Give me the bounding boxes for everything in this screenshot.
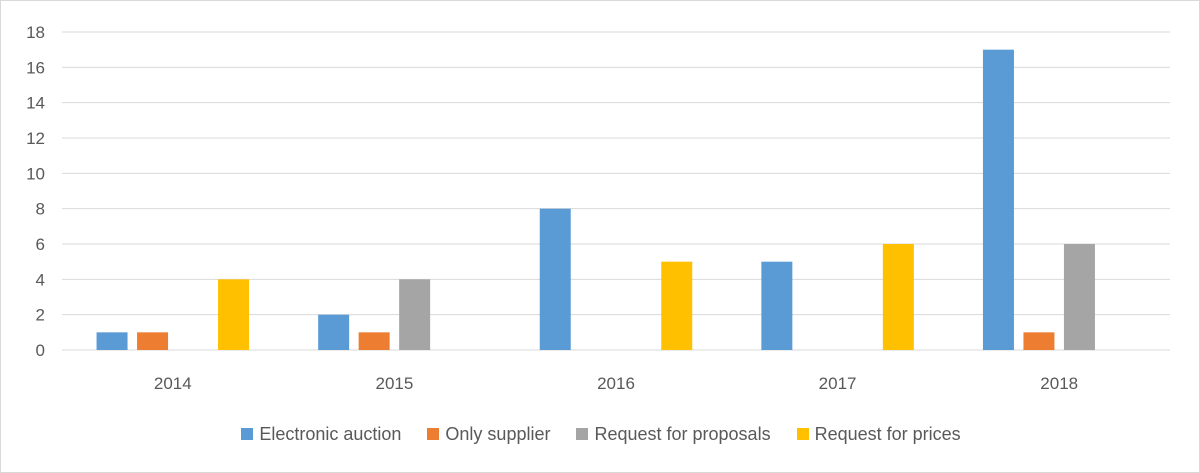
bar-only-supplier-2018 (1023, 332, 1055, 350)
bar-only-supplier-2015 (358, 332, 390, 350)
y-tick-label-2: 2 (36, 306, 45, 325)
x-tick-label-2014: 2014 (154, 374, 192, 393)
legend-item-request-for-prices: Request for prices (796, 423, 961, 445)
bar-request-for-prices-2014 (218, 279, 250, 350)
legend-item-only-supplier: Only supplier (427, 424, 550, 445)
legend: Electronic auction Only supplier Request… (1, 422, 1200, 446)
legend-label-request-for-prices: Request for prices (814, 423, 961, 444)
x-tick-label-2015: 2015 (375, 374, 413, 393)
bar-request-for-proposals-2015 (399, 279, 431, 350)
bar-electronic-auction-2018 (982, 49, 1014, 351)
bar-electronic-auction-2015 (318, 314, 350, 350)
legend-label-electronic-auction: Electronic auction (259, 423, 402, 444)
y-axis: 0 2 4 6 8 10 12 14 16 18 (26, 23, 45, 360)
legend-swatch-request-for-proposals (576, 428, 589, 440)
bar-request-for-prices-2017 (882, 244, 914, 350)
y-tick-label-18: 18 (26, 23, 45, 42)
legend-label-request-for-proposals: Request for proposals (594, 423, 771, 444)
x-tick-label-2017: 2017 (819, 374, 857, 393)
legend-label-only-supplier: Only supplier (445, 423, 551, 444)
y-tick-label-10: 10 (26, 164, 45, 183)
bars (96, 49, 1095, 351)
legend-swatch-only-supplier (427, 428, 440, 440)
y-tick-label-16: 16 (26, 58, 45, 77)
x-tick-label-2016: 2016 (597, 374, 635, 393)
y-tick-label-4: 4 (36, 270, 45, 289)
legend-swatch-electronic-auction (241, 428, 254, 440)
legend-item-electronic-auction: Electronic auction (241, 424, 401, 445)
bar-electronic-auction-2017 (761, 261, 793, 350)
bar-only-supplier-2014 (137, 332, 169, 350)
x-tick-label-2018: 2018 (1040, 374, 1078, 393)
bar-request-for-proposals-2018 (1063, 244, 1095, 350)
legend-item-request-for-proposals: Request for proposals (576, 423, 771, 445)
y-tick-label-14: 14 (26, 94, 45, 113)
x-axis: 2014 2015 2016 2017 2018 (154, 374, 1078, 393)
y-tick-label-12: 12 (26, 129, 45, 148)
bar-electronic-auction-2014 (96, 332, 128, 350)
y-tick-label-8: 8 (36, 200, 45, 219)
legend-swatch-request-for-prices (796, 428, 809, 440)
y-tick-label-6: 6 (36, 235, 45, 254)
bar-electronic-auction-2016 (539, 208, 571, 350)
bar-request-for-prices-2016 (661, 261, 693, 350)
y-tick-label-0: 0 (36, 341, 45, 360)
